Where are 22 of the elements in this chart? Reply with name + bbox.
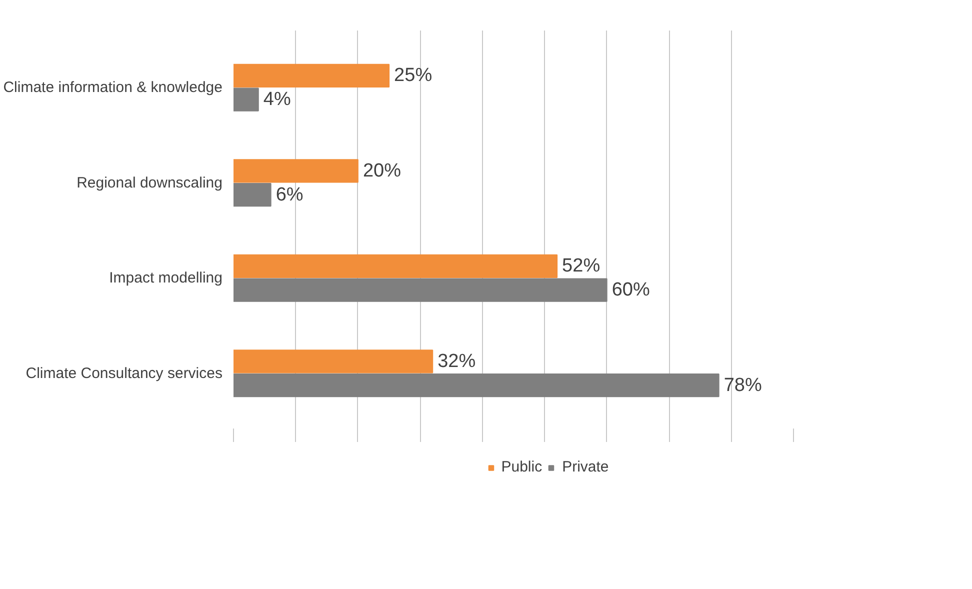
y-tick-label: Climate information & knowledge (3, 79, 223, 96)
data-label: 78% (724, 374, 762, 396)
data-label: 60% (612, 280, 650, 301)
bar (234, 278, 608, 302)
legend-label: Public (501, 458, 542, 476)
legend-label: Private (562, 458, 609, 476)
bar (234, 159, 358, 183)
data-label: 4% (263, 89, 291, 110)
bar (234, 64, 390, 88)
bar (234, 373, 720, 398)
y-tick-label: Climate Consultancy services (26, 364, 223, 382)
data-label: 6% (276, 184, 304, 206)
data-label: 52% (562, 256, 600, 277)
bar (234, 254, 558, 278)
y-tick-label: Impact modelling (109, 270, 223, 287)
y-tick-label: Regional downscaling (76, 174, 223, 192)
data-label: 32% (438, 350, 476, 372)
bar (234, 350, 434, 374)
data-label: 25% (394, 65, 432, 86)
data-label: 20% (362, 160, 402, 182)
bar (234, 182, 272, 207)
bar (234, 88, 259, 112)
